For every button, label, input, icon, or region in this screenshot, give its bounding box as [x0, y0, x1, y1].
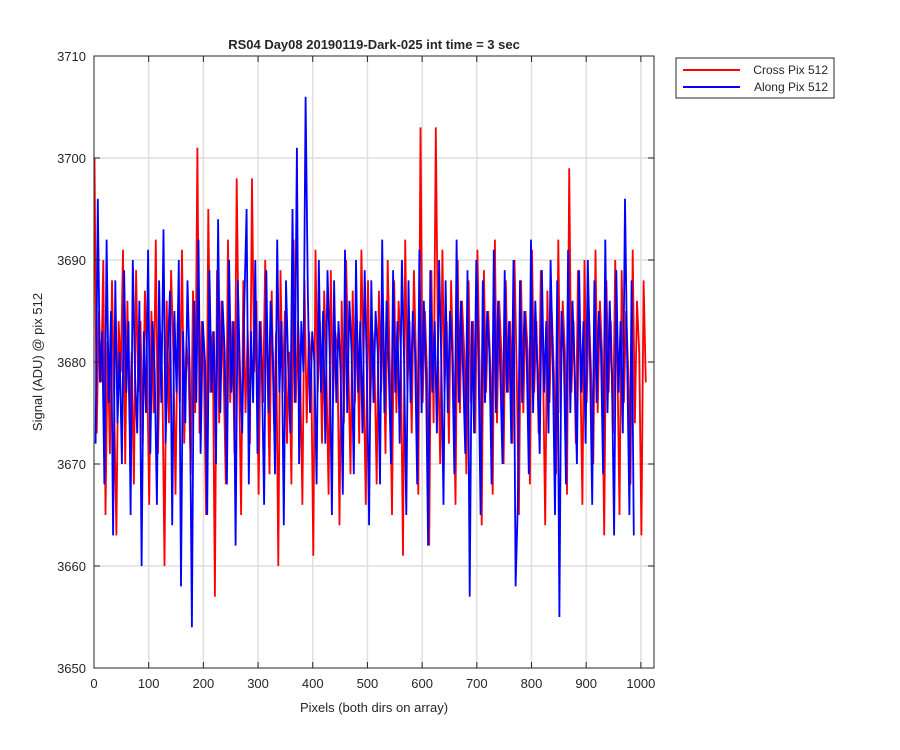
x-tick-label: 200 — [193, 676, 215, 691]
y-tick-label: 3710 — [57, 49, 86, 64]
x-tick-label: 900 — [575, 676, 597, 691]
x-tick-label: 500 — [357, 676, 379, 691]
y-tick-label: 3670 — [57, 457, 86, 472]
series-line-along-pix-512 — [94, 96, 635, 628]
axis-ticks: 0 100 200 300 400 500 600 700 800 900 1000 3650 3660… — [57, 49, 655, 691]
y-tick-label: 3700 — [57, 151, 86, 166]
chart-title: RS04 Day08 20190119-Dark-025 int time = … — [228, 37, 520, 52]
x-tick-label: 0 — [90, 676, 97, 691]
y-tick-label: 3650 — [57, 661, 86, 676]
legend-box — [675, 57, 835, 99]
data-series — [93, 96, 647, 628]
y-tick-label: 3680 — [57, 355, 86, 370]
x-tick-label: 800 — [521, 676, 543, 691]
x-tick-label: 600 — [411, 676, 433, 691]
x-tick-label: 400 — [302, 676, 324, 691]
x-axis-label: Pixels (both dirs on array) — [300, 700, 448, 715]
x-tick-label: 1000 — [626, 676, 655, 691]
x-tick-label: 100 — [138, 676, 160, 691]
legend-label-along-pix: Along Pix 512 — [754, 80, 828, 94]
y-tick-label: 3660 — [57, 559, 86, 574]
x-tick-label: 700 — [466, 676, 488, 691]
y-tick-label: 3690 — [57, 253, 86, 268]
y-axis-label: Signal (ADU) @ pix 512 — [30, 293, 45, 431]
legend-label-cross-pix: Cross Pix 512 — [753, 63, 828, 77]
legend: Cross Pix 512 Along Pix 512 — [675, 57, 835, 99]
x-tick-label: 300 — [247, 676, 269, 691]
